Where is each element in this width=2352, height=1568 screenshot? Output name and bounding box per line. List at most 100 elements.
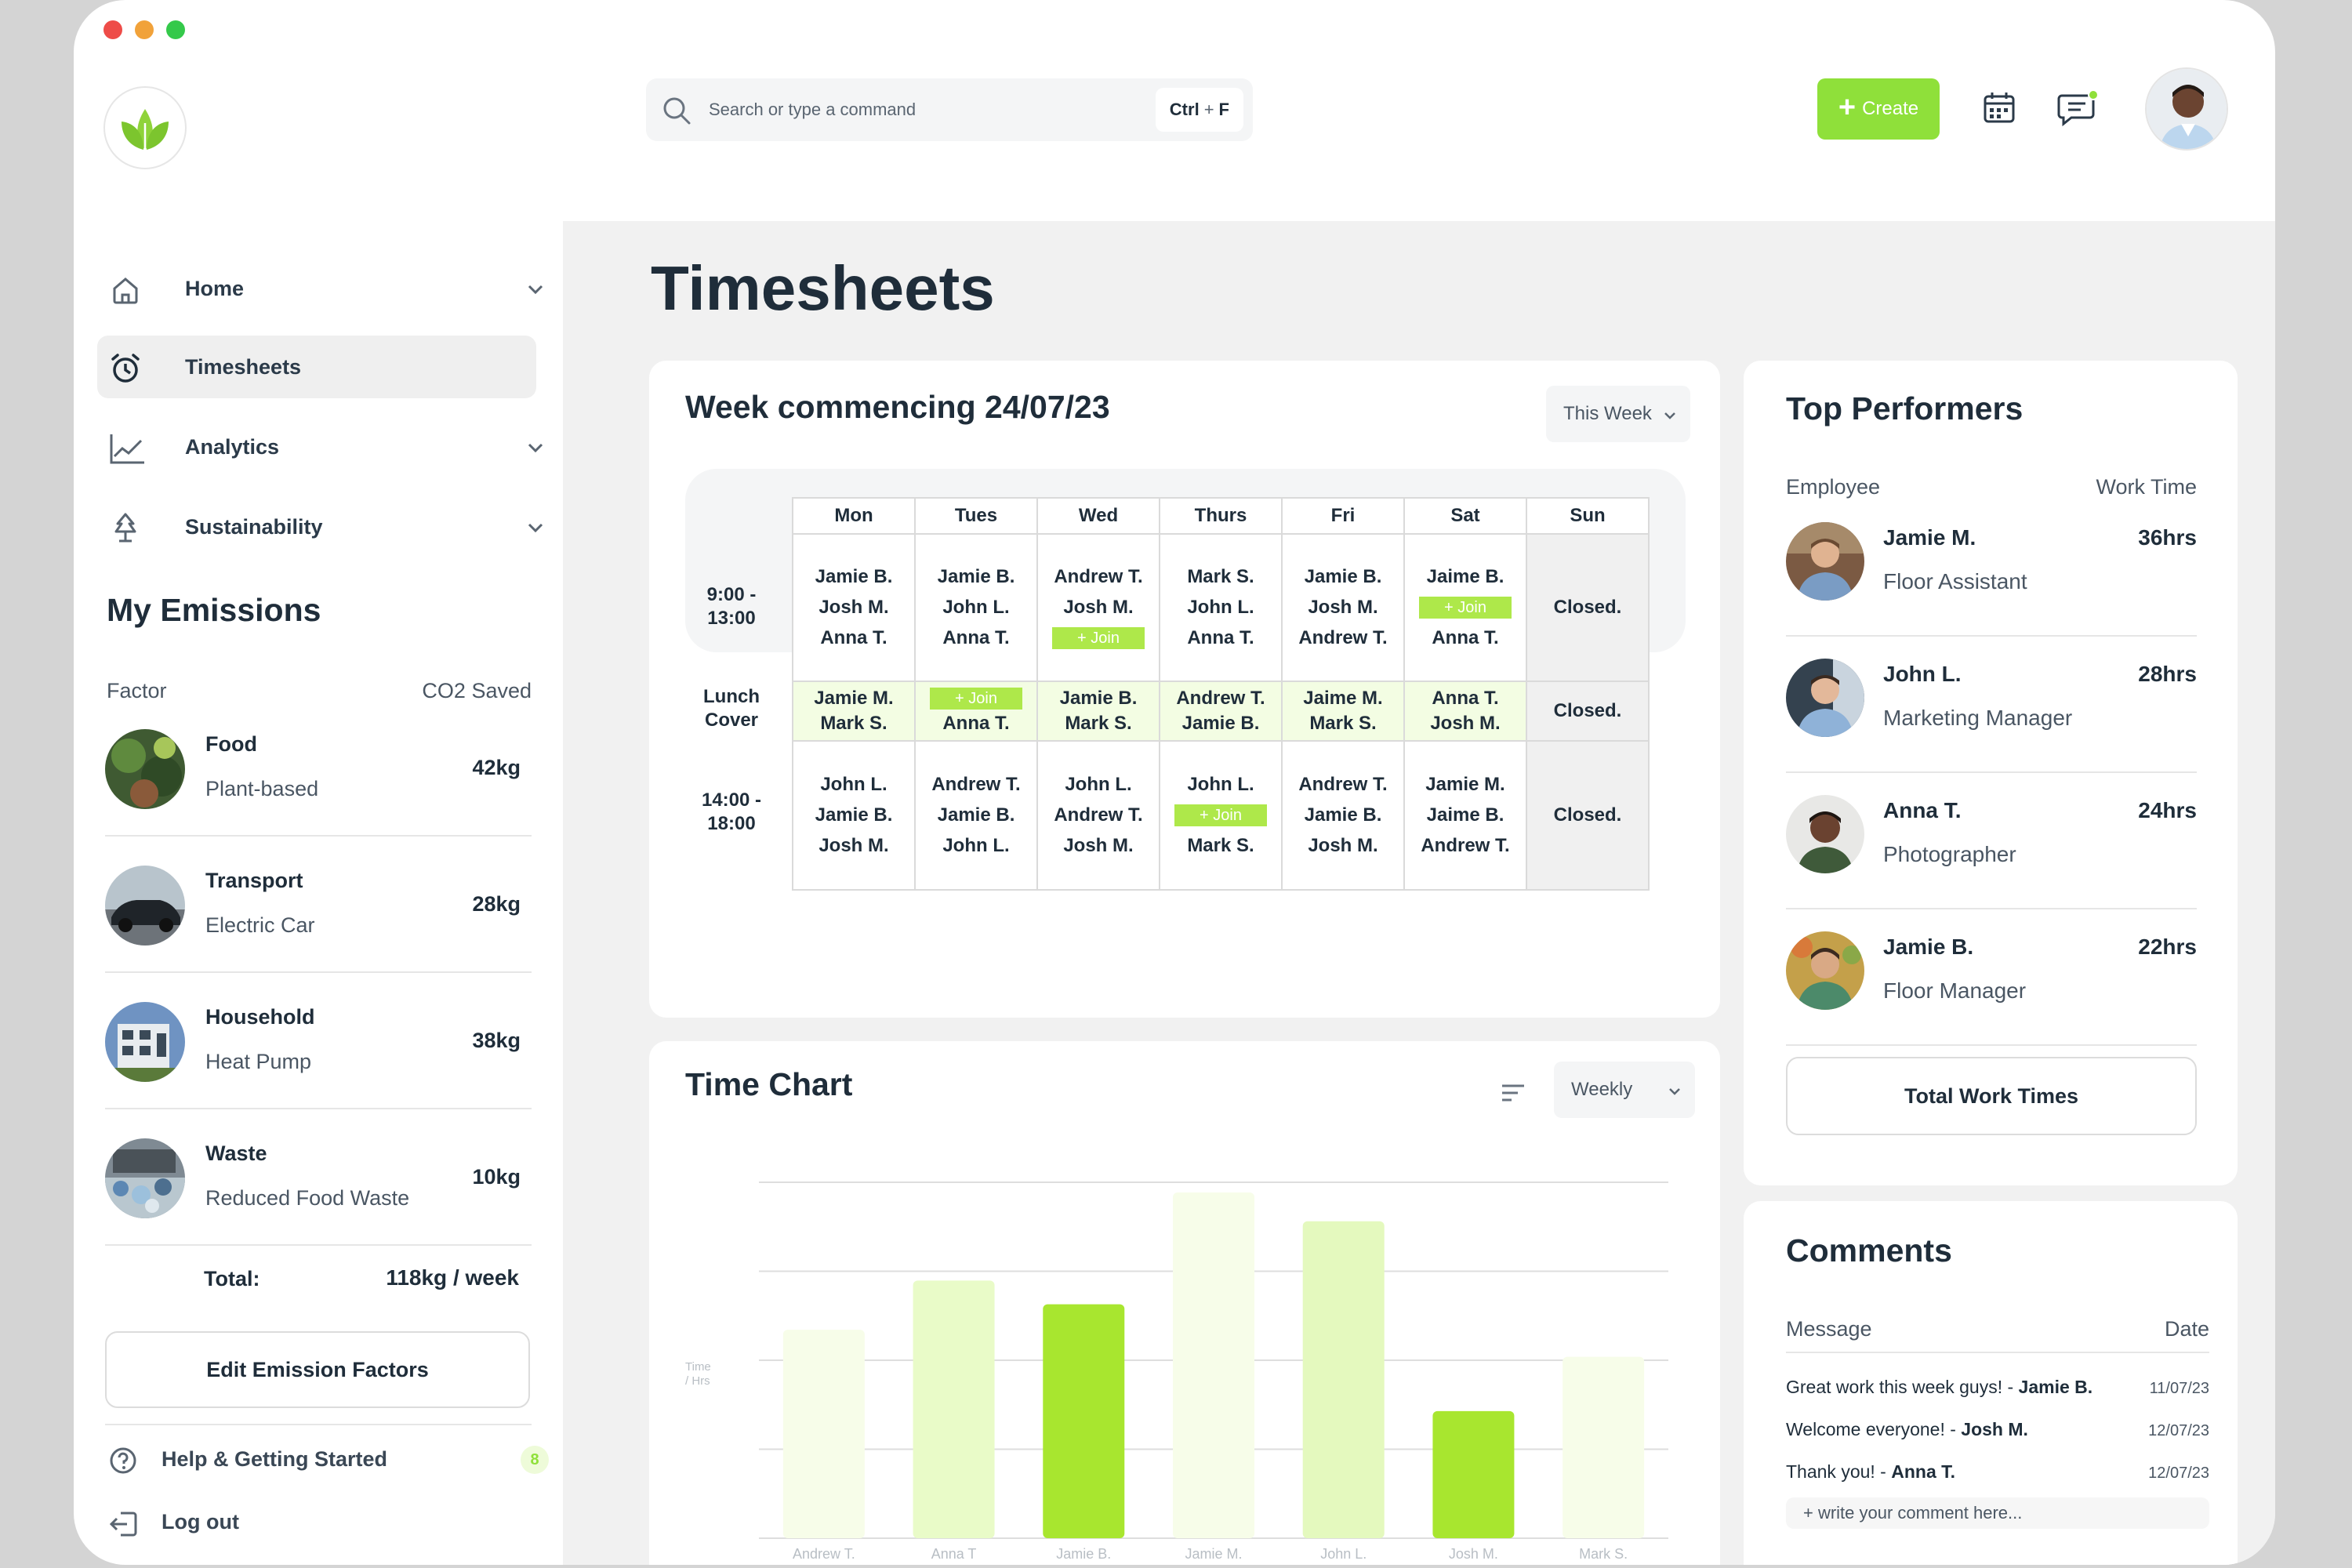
- staff-name: Anna T.: [942, 713, 1010, 734]
- emission-row-food: Food Plant-based 42kg: [105, 701, 532, 837]
- sidebar-item-analytics[interactable]: Analytics: [97, 416, 543, 478]
- shift-cell: Jamie M. Mark S.: [792, 681, 916, 742]
- staff-name: Jaime M.: [1303, 688, 1383, 709]
- date-column-header: Date: [2164, 1317, 2209, 1341]
- performer-row[interactable]: Jamie M. Floor Assistant 36hrs: [1786, 500, 2197, 637]
- shift-cell: Andrew T. Jamie B.: [1159, 681, 1283, 742]
- shift-cell: Jamie B. Josh M. Anna T.: [792, 533, 916, 682]
- staff-name: Jamie M.: [1425, 774, 1505, 795]
- sidebar-item-timesheets[interactable]: Timesheets: [97, 336, 536, 398]
- staff-name: John L.: [820, 774, 887, 795]
- join-shift-button[interactable]: + Join: [1419, 597, 1512, 619]
- sidebar-item-home[interactable]: Home: [97, 257, 543, 320]
- shift-cell: Jamie B. Josh M. Andrew T.: [1281, 533, 1405, 682]
- staff-name: Jamie M.: [814, 688, 894, 709]
- staff-name: Jamie B.: [815, 804, 893, 826]
- help-link[interactable]: Help & Getting Started 8: [108, 1446, 549, 1477]
- performer-row[interactable]: Anna T. Photographer 24hrs: [1786, 773, 2197, 909]
- join-shift-button[interactable]: + Join: [1052, 627, 1145, 649]
- day-header: Thurs: [1159, 497, 1283, 535]
- staff-name: John L.: [942, 597, 1010, 618]
- staff-name: Josh M.: [1308, 835, 1378, 856]
- emissions-total-value: 118kg / week: [386, 1265, 519, 1290]
- search-bar[interactable]: Search or type a command Ctrl + F: [646, 78, 1253, 141]
- performer-avatar: [1786, 659, 1864, 737]
- time-chart-title: Time Chart: [685, 1066, 853, 1102]
- chevron-down-icon: [1667, 1083, 1682, 1105]
- home-icon: [108, 273, 143, 311]
- chart-period-dropdown[interactable]: Weekly: [1554, 1062, 1695, 1118]
- staff-name: Andrew T.: [1421, 835, 1510, 856]
- staff-name: Mark S.: [1187, 835, 1254, 856]
- join-shift-button[interactable]: + Join: [930, 688, 1022, 710]
- total-work-times-button[interactable]: Total Work Times: [1786, 1057, 2197, 1135]
- performer-row[interactable]: John L. Marketing Manager 28hrs: [1786, 637, 2197, 773]
- shift-cell: Mark S. John L. Anna T.: [1159, 533, 1283, 682]
- staff-name: Josh M.: [1063, 835, 1134, 856]
- chat-notification-icon[interactable]: [2057, 88, 2101, 132]
- search-placeholder: Search or type a command: [709, 100, 916, 119]
- staff-name: Andrew T.: [931, 774, 1021, 795]
- shift-cell: Jamie B. John L. Anna T.: [914, 533, 1038, 682]
- day-header: Fri: [1281, 497, 1405, 535]
- create-button[interactable]: + Create: [1817, 78, 1940, 140]
- week-dropdown[interactable]: This Week: [1546, 386, 1690, 442]
- shift-cell: John L. + Join Mark S.: [1159, 740, 1283, 891]
- main-content: Timesheets Week commencing 24/07/23 This…: [563, 221, 2275, 1565]
- chart-bar[interactable]: [1173, 1192, 1254, 1538]
- shift-cell: Closed.: [1526, 681, 1650, 742]
- chart-bar[interactable]: [1043, 1304, 1125, 1538]
- minimize-window-button[interactable]: [135, 20, 154, 39]
- sidebar-item-sustainability[interactable]: Sustainability: [97, 495, 543, 558]
- emissions-title: My Emissions: [107, 592, 321, 628]
- x-tick-label: Mark S.: [1579, 1546, 1628, 1562]
- emissions-total-label: Total:: [204, 1267, 260, 1290]
- shift-cell: Closed.: [1526, 533, 1650, 682]
- logout-link[interactable]: Log out: [108, 1508, 343, 1540]
- y-axis-label-line2: / Hrs: [685, 1374, 710, 1388]
- x-tick-label: John L.: [1320, 1546, 1367, 1562]
- chart-bar[interactable]: [913, 1280, 995, 1538]
- transport-photo: [105, 866, 185, 946]
- staff-name: John L.: [1187, 774, 1254, 795]
- food-photo: [105, 729, 185, 809]
- staff-name: Josh M.: [818, 597, 889, 618]
- clock-icon: [108, 351, 143, 390]
- tree-icon: [108, 511, 143, 550]
- app-window: Search or type a command Ctrl + F + Crea…: [74, 0, 2275, 1565]
- top-performers-title: Top Performers: [1786, 390, 2024, 426]
- chart-bar[interactable]: [1432, 1410, 1515, 1538]
- sort-filter-icon[interactable]: [1499, 1079, 1527, 1111]
- calendar-icon[interactable]: [1979, 88, 2020, 132]
- shift-row: John L. Jamie B. Josh M. Andrew T. Jamie B. J…: [792, 740, 1650, 891]
- chart-bar[interactable]: [1302, 1221, 1385, 1538]
- edit-emission-factors-button[interactable]: Edit Emission Factors: [105, 1331, 530, 1408]
- week-timesheet-card: Week commencing 24/07/23 This Week 9:00 …: [649, 361, 1720, 1018]
- maximize-window-button[interactable]: [166, 20, 185, 39]
- y-axis-label-line1: Time: [685, 1360, 711, 1374]
- day-header: Wed: [1036, 497, 1160, 535]
- staff-name: Josh M.: [1308, 597, 1378, 618]
- staff-name: Jamie B.: [1304, 566, 1382, 587]
- close-window-button[interactable]: [103, 20, 122, 39]
- row-label-lunch: Lunch Cover: [703, 686, 760, 731]
- x-tick-label: Andrew T.: [793, 1546, 855, 1562]
- comments-title: Comments: [1786, 1232, 1952, 1269]
- shift-cell: Jaime M. Mark S.: [1281, 681, 1405, 742]
- x-tick-label: Josh M.: [1449, 1546, 1498, 1562]
- page-title: Timesheets: [651, 253, 995, 323]
- shift-cell: Jaime B. + Join Anna T.: [1403, 533, 1527, 682]
- staff-name: Josh M.: [1063, 597, 1134, 618]
- search-icon: [662, 96, 691, 129]
- join-shift-button[interactable]: + Join: [1174, 804, 1267, 826]
- staff-name: Josh M.: [1430, 713, 1501, 734]
- staff-name: Jaime B.: [1426, 804, 1504, 826]
- line-chart-icon: [108, 431, 146, 470]
- chart-bar[interactable]: [1563, 1356, 1645, 1538]
- user-avatar[interactable]: [2145, 67, 2228, 151]
- leaf-logo-icon[interactable]: [103, 86, 187, 169]
- comment-input[interactable]: + write your comment here...: [1786, 1497, 2209, 1529]
- chart-bar[interactable]: [782, 1330, 865, 1538]
- performer-row[interactable]: Jamie B. Floor Manager 22hrs: [1786, 909, 2197, 1046]
- staff-name: John L.: [1187, 597, 1254, 618]
